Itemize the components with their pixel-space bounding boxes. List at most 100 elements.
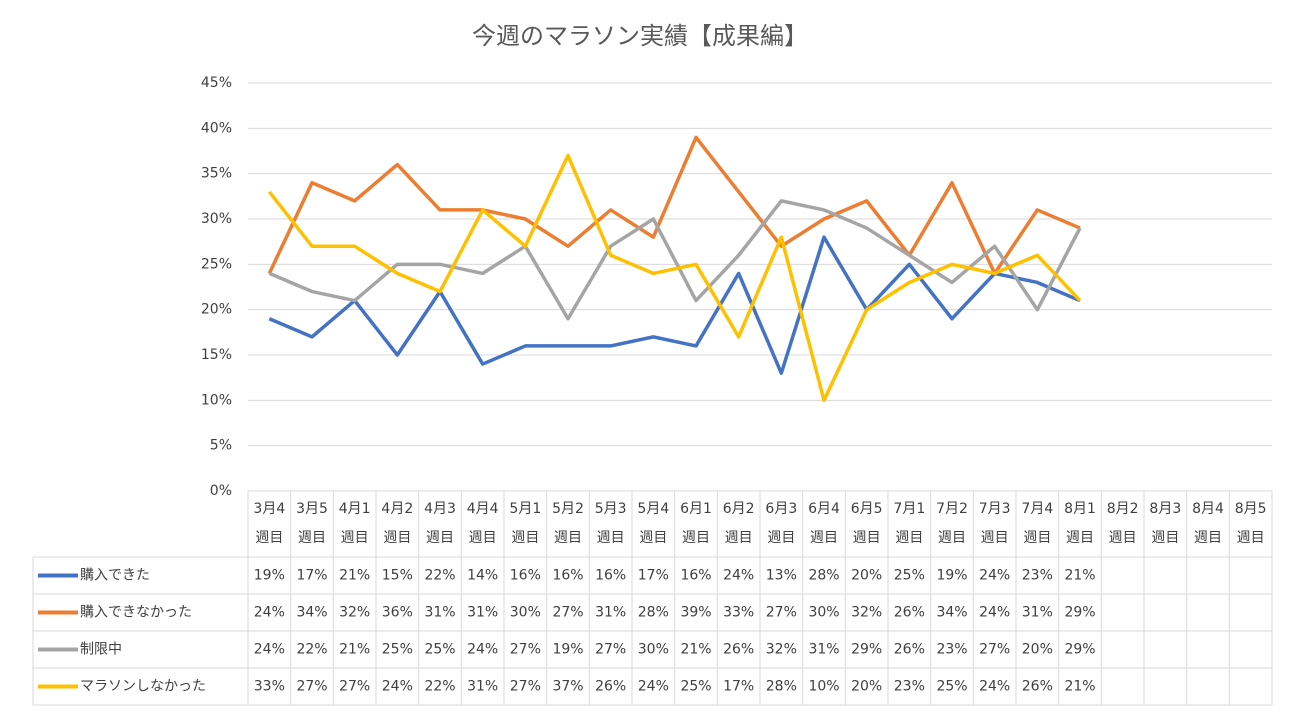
table-cell: 27% [296,679,327,695]
x-tick-label-line: 4月4 [467,501,499,517]
x-tick-label-line: 4月3 [424,501,456,517]
x-tick-label: 4月4 週目 [467,501,499,546]
table-cell: 24% [979,605,1010,621]
table-cell: 28% [638,605,669,621]
table-cell: 19% [936,568,967,584]
x-tick-label-line: 週目 [1151,530,1179,546]
x-tick-label-line: 週目 [554,530,582,546]
x-tick-label: 3月5 週目 [296,501,328,546]
x-tick-label-line: 週目 [853,530,881,546]
table-cell: 26% [595,679,626,695]
table-cell: 25% [382,642,413,658]
table-cell: 27% [510,642,541,658]
x-tick-label-line: 8月2 [1107,501,1139,517]
table-cell: 25% [680,679,711,695]
table-cell: 28% [808,568,839,584]
table-cell: 17% [296,568,327,584]
x-tick-label: 7月3 週目 [979,501,1011,546]
table-cell: 21% [339,642,370,658]
table-cell: 33% [723,605,754,621]
table-cell: 23% [894,679,925,695]
table-cell: 24% [723,568,754,584]
table-cell: 26% [723,642,754,658]
x-tick-label-line: 5月4 [637,501,669,517]
table-cell: 27% [510,679,541,695]
x-tick-label: 6月1 週目 [680,501,712,546]
table-cell: 22% [296,642,327,658]
table-cell: 26% [1022,679,1053,695]
legend-label: 制限中 [80,642,122,658]
series-line [268,235,1081,375]
table-cell: 33% [254,679,285,695]
table-cell: 29% [1064,642,1095,658]
legend-label: マラソンしなかった [80,679,206,695]
x-tick-label: 8月5 週目 [1235,501,1267,546]
x-tick-label-line: 週目 [938,530,966,546]
x-tick-label-line: 週目 [1237,530,1265,546]
y-tick-label: 35% [201,166,232,182]
x-tick-label: 8月1 週目 [1064,501,1096,546]
table-cell: 21% [1064,568,1095,584]
table-cell: 22% [424,679,455,695]
table-cell: 30% [638,642,669,658]
y-tick-label: 5% [210,438,232,454]
x-tick-label-line: 6月1 [680,501,712,517]
table-cell: 27% [595,642,626,658]
table-cell: 39% [680,605,711,621]
table-cell: 17% [723,679,754,695]
x-tick-label-line: 週目 [597,530,625,546]
table-cell: 20% [851,568,882,584]
table-cell: 37% [552,679,583,695]
x-tick-label: 7月1 週目 [893,501,925,546]
x-tick-label: 5月1 週目 [509,501,541,546]
table-cell: 21% [339,568,370,584]
table-cell: 26% [894,605,925,621]
table-cell: 32% [766,642,797,658]
x-tick-label-line: 週目 [426,530,454,546]
table-cell: 14% [467,568,498,584]
table-cell: 24% [254,642,285,658]
table-cell: 16% [552,568,583,584]
y-tick-label: 0% [210,483,232,499]
table-cell: 30% [510,605,541,621]
table-cell: 31% [595,605,626,621]
table-cell: 27% [979,642,1010,658]
table-cell: 30% [808,605,839,621]
y-tick-label: 40% [201,120,232,136]
table-cell: 34% [296,605,327,621]
y-tick-label: 45% [201,75,232,91]
table-cell: 25% [894,568,925,584]
x-tick-label: 6月4 週目 [808,501,840,546]
table-cell: 27% [766,605,797,621]
table-cell: 23% [936,642,967,658]
x-tick-label-line: 週目 [341,530,369,546]
legend-label: 購入できなかった [80,605,192,621]
x-tick-label: 4月3 週目 [424,501,456,546]
table-cell: 24% [979,568,1010,584]
x-tick-label-line: 8月5 [1235,501,1267,517]
legend-label: 購入できた [80,568,150,584]
x-tick-label: 5月4 週目 [637,501,669,546]
x-tick-label-line: 週目 [810,530,838,546]
x-tick-label-line: 8月3 [1149,501,1181,517]
table-cell: 10% [808,679,839,695]
x-tick-label: 7月4 週目 [1021,501,1053,546]
series-line [268,199,1082,321]
table-cell: 21% [680,642,711,658]
table-cell: 24% [467,642,498,658]
table-cell: 15% [382,568,413,584]
table-cell: 19% [254,568,285,584]
series-line [267,135,1081,276]
x-tick-label-line: 4月1 [339,501,371,517]
x-tick-label-line: 6月2 [723,501,755,517]
table-cell: 34% [936,605,967,621]
x-tick-label-line: 週目 [767,530,795,546]
table-cell: 20% [1022,642,1053,658]
x-tick-label: 4月1 週目 [339,501,371,546]
x-tick-label-line: 週目 [255,530,283,546]
x-tick-label-line: 7月3 [979,501,1011,517]
x-tick-label-line: 6月5 [851,501,883,517]
table-cell: 25% [936,679,967,695]
table-cell: 29% [851,642,882,658]
